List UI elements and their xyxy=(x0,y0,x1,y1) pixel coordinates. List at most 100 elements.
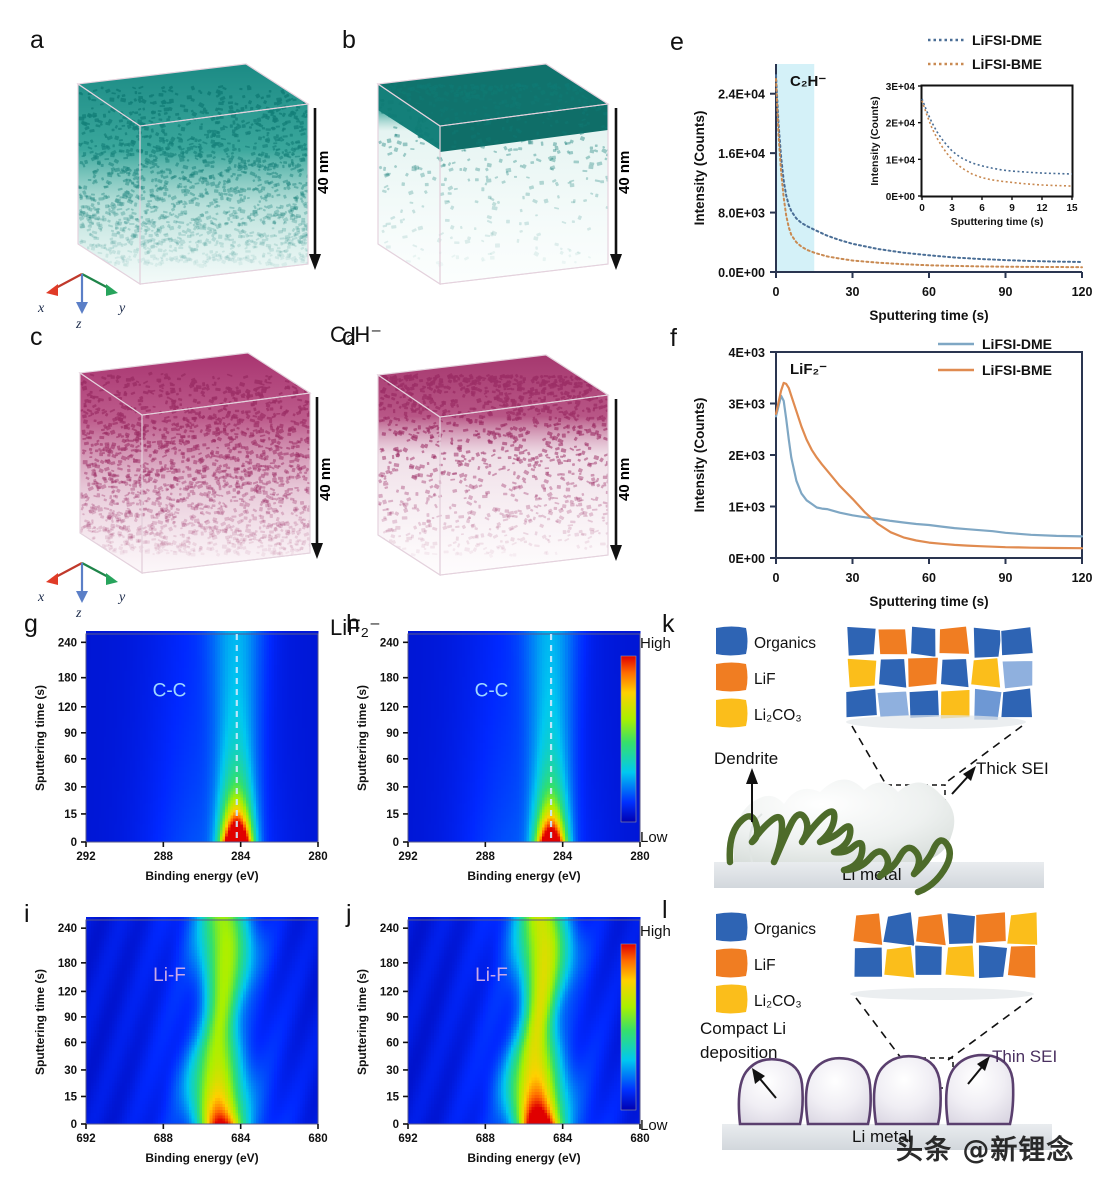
thin-sei-label-l: Thin SEI xyxy=(992,1047,1057,1066)
colorbar-low-label: Low xyxy=(640,829,668,846)
panel-label-h: h xyxy=(346,612,360,637)
panel-label-k: k xyxy=(662,612,675,637)
legend-label-organics-k: Organics xyxy=(754,635,816,652)
colorbar-bottom: High Low xyxy=(608,918,688,1138)
panel-j-heatmap: j 692 688 684 680 0 15 30 60 90 120 180 240 Binding … xyxy=(336,902,666,1186)
panel-label-d: d xyxy=(342,325,356,350)
axis-z-label-a: z xyxy=(75,317,82,332)
axis-triad-c: x y z xyxy=(37,562,126,621)
colorbar-top-svg: High Low xyxy=(620,635,671,846)
panel-k-svg: Organics LiF Li₂CO₃ Li metal xyxy=(714,625,1049,896)
axis-y-label-c: y xyxy=(117,590,126,605)
panel-a-3d-render: a xyxy=(18,22,332,333)
legend-label-organics-l: Organics xyxy=(754,921,816,938)
panel-b-svg: 40 nm xyxy=(376,63,633,286)
thick-sei-label-k: Thick SEI xyxy=(976,759,1049,778)
voxel-cloud-teal-thin xyxy=(378,64,608,284)
panel-k-schematic-thick-sei: k Organics LiF Li₂CO₃ xyxy=(656,612,1108,908)
depth-arrow-b xyxy=(610,108,622,270)
panel-b-3d-render: b xyxy=(330,22,650,348)
panel-label-g: g xyxy=(24,612,38,637)
panel-h-heatmap: h 292 288 284 280 0 15 30 60 90 120 180 240 Binding … xyxy=(336,612,666,904)
axis-y-label-a: y xyxy=(117,301,126,316)
li-deposits-k xyxy=(733,779,955,863)
ion-label-lif2-text: LiF₂⁻ xyxy=(330,615,381,640)
svg-text:0: 0 xyxy=(773,285,780,299)
zoom-connectors-k xyxy=(851,725,1023,789)
ion-label-c2h-text: C₂H⁻ xyxy=(330,322,382,347)
panel-e-svg: 0 30 60 90 1200.0E+008.0E+031.6E+042.4E+04Sp… xyxy=(692,32,1093,323)
panel-label-f: f xyxy=(670,326,677,351)
panel-g-heatmap: g 292 288 284 280 0 15 30 60 90 120 180 240 Binding … xyxy=(14,612,344,904)
panel-label-c: c xyxy=(30,325,43,350)
dendrite-path-k xyxy=(726,808,954,896)
depth-arrow-c xyxy=(311,397,323,559)
zoom-connectors-l xyxy=(855,997,1033,1063)
axis-x-label-c: x xyxy=(37,590,45,605)
watermark-text: 头条 @新锂念 xyxy=(896,1128,1074,1167)
compact-li-label-line1-l: Compact Li xyxy=(700,1019,786,1038)
panel-label-a: a xyxy=(30,28,44,53)
depth-label-a: 40 nm xyxy=(315,151,332,194)
panel-d-svg: 40 nm xyxy=(376,354,633,577)
thick-sei-arrow-k xyxy=(951,766,976,795)
ion-label-lif2: LiF₂⁻ xyxy=(330,615,650,641)
legend-swatch-organics-l xyxy=(716,912,748,942)
sei-mosaic-thin xyxy=(852,910,1039,980)
svg-text:90: 90 xyxy=(999,285,1013,299)
svg-text:30: 30 xyxy=(846,285,860,299)
thin-sei-arrow-l xyxy=(967,1056,990,1085)
colorbar-low-label-2: Low xyxy=(640,1117,668,1134)
li-metal-substrate-l xyxy=(722,1124,1052,1150)
ion-label-c2h: C₂H⁻ xyxy=(330,322,650,348)
legend-label-lif-k: LiF xyxy=(754,671,776,688)
colorbar-bottom-svg: High Low xyxy=(620,923,671,1134)
voxel-speckles xyxy=(78,84,308,269)
voxel-cloud-magenta-shallow xyxy=(378,355,608,575)
panel-label-i: i xyxy=(24,902,30,927)
legend-l: Organics LiF Li₂CO₃ xyxy=(716,912,816,1014)
legend-swatch-li2co3-k xyxy=(716,698,748,728)
axis-x-label-a: x xyxy=(37,301,45,316)
legend-swatch-lif-l xyxy=(716,948,748,978)
panel-c-3d-render: c xyxy=(18,325,334,622)
colorbar-high-label: High xyxy=(640,635,671,652)
axis-triad-a: x y z xyxy=(37,273,126,332)
panel-d-3d-render: d xyxy=(330,325,650,641)
panel-label-l: l xyxy=(662,898,668,923)
legend-label-li2co3-l: Li₂CO₃ xyxy=(754,993,802,1010)
panel-a-svg: 40 nm x y z xyxy=(37,63,332,332)
dendrite-label-k: Dendrite xyxy=(714,749,778,768)
legend-label-lif-l: LiF xyxy=(754,957,776,974)
panel-l-svg: Organics LiF Li₂CO₃ Li metal xyxy=(700,910,1057,1150)
depth-label-c: 40 nm xyxy=(317,458,334,501)
dendrite-arrow-k xyxy=(746,768,758,822)
panel-e-line-chart: e 0 30 60 90 120 0.0E+00 8.0E+03 1.6E+04 2.4E+04… xyxy=(660,22,1108,324)
depth-arrow-d xyxy=(610,399,622,561)
legend-swatch-organics-k xyxy=(716,626,748,656)
legend-k: Organics LiF Li₂CO₃ xyxy=(716,626,816,728)
colorbar-top: High Low xyxy=(608,630,688,850)
panel-f-svg: 0 30 60 90 1200E+001E+032E+033E+034E+03Sputt… xyxy=(692,336,1092,609)
compact-li-arrow-l xyxy=(752,1068,777,1099)
depth-label-b: 40 nm xyxy=(616,151,633,194)
panel-label-b: b xyxy=(342,28,356,53)
svg-text:60: 60 xyxy=(922,285,936,299)
li-metal-label-l: Li metal xyxy=(852,1127,912,1146)
panel-l-schematic-thin-sei: l Organics LiF Li₂CO₃ xyxy=(656,898,1108,1186)
compact-li-label-line2-l: deposition xyxy=(700,1043,778,1062)
panel-label-j: j xyxy=(346,902,352,927)
panel-label-e: e xyxy=(670,30,684,55)
depth-label-d: 40 nm xyxy=(616,458,633,501)
colorbar-high-label-2: High xyxy=(640,923,671,940)
legend-swatch-li2co3-l xyxy=(716,984,748,1014)
panel-i-heatmap: i 692 688 684 680 0 15 30 60 90 120 180 240 Binding … xyxy=(14,902,344,1186)
compact-li-deposits-l xyxy=(737,1053,1015,1126)
legend-swatch-lif-k xyxy=(716,662,748,692)
panel-f-line-chart: f 0 30 60 90 120 0E+00 1E+03 2E+03 3E+03 4E+03 Spu… xyxy=(660,322,1108,612)
svg-text:120: 120 xyxy=(1072,285,1093,299)
voxel-cloud-magenta xyxy=(80,353,310,573)
